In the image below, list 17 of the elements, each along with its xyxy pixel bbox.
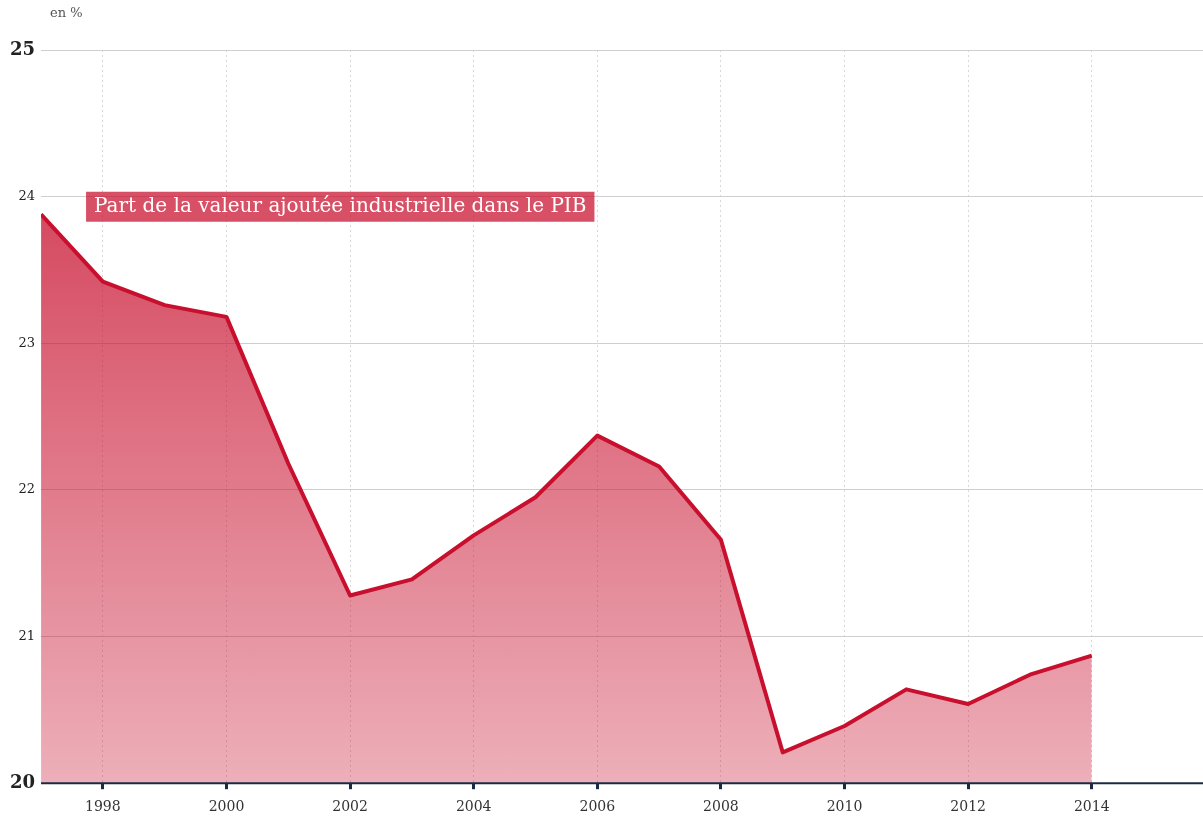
x-tick-label: 1998 — [85, 798, 121, 815]
series-label: Part de la valeur ajoutée industrielle dans le PIB — [94, 192, 587, 217]
x-tick-label: 2012 — [950, 798, 986, 815]
x-tick-label: 2008 — [703, 798, 739, 815]
x-tick-label: 2010 — [826, 798, 863, 815]
x-tick-label: 2000 — [208, 798, 245, 815]
x-tick-label: 2002 — [332, 798, 368, 815]
y-tick-label: 24 — [18, 188, 36, 204]
y-tick-label: 22 — [18, 481, 36, 497]
y-tick-label: 25 — [9, 37, 36, 59]
x-tick-label: 2004 — [455, 798, 492, 815]
x-tick-label: 2006 — [579, 798, 616, 815]
y-tick-label: 21 — [18, 627, 36, 643]
y-tick-label: 23 — [18, 334, 36, 350]
y-tick-label: 20 — [9, 770, 36, 792]
x-tick-label: 2014 — [1073, 798, 1110, 815]
y-axis-title: en % — [50, 5, 83, 21]
